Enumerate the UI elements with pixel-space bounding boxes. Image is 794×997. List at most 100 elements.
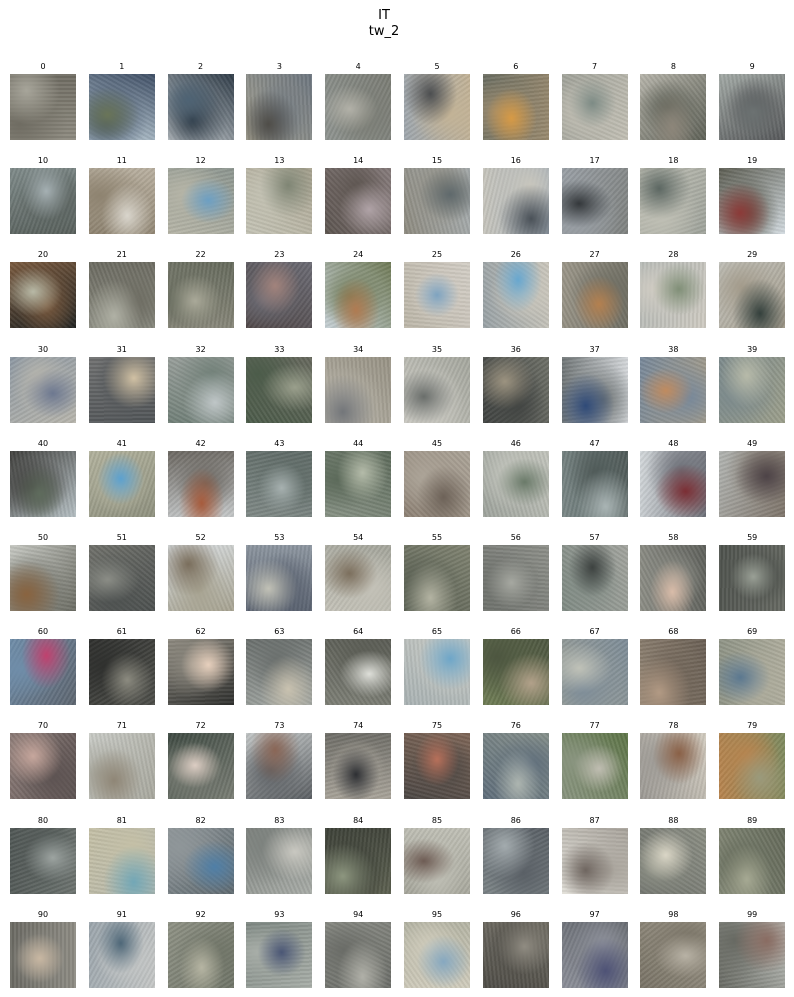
- image-index-label: 42: [195, 438, 206, 448]
- image-index-label: 91: [116, 909, 127, 919]
- image-index-label: 29: [747, 250, 758, 260]
- image-index-label: 5: [434, 62, 440, 71]
- generated-image-thumbnail: [325, 168, 392, 235]
- image-index-label: 71: [116, 721, 127, 731]
- image-index-label: 50: [37, 533, 49, 542]
- image-index-label: 89: [747, 815, 758, 825]
- image-index-label: 85: [431, 815, 443, 825]
- image-index-label: 96: [510, 909, 521, 919]
- thumbnail-texture: [88, 168, 155, 235]
- image-index-label: 52: [195, 533, 206, 542]
- thumbnail-texture: [719, 450, 786, 517]
- image-index-label: 72: [195, 721, 206, 731]
- generated-image-thumbnail: [325, 639, 392, 706]
- image-index-label: 32: [195, 344, 206, 354]
- generated-image-thumbnail: [88, 168, 155, 235]
- generated-image-thumbnail: [167, 168, 234, 235]
- generated-image-thumbnail: [482, 168, 549, 235]
- generated-image-thumbnail: [719, 733, 786, 800]
- thumbnail-texture: [561, 639, 628, 706]
- generated-image-thumbnail: [167, 262, 234, 329]
- thumbnail-texture: [719, 733, 786, 800]
- image-index-label: 48: [668, 438, 679, 448]
- generated-image-thumbnail: [404, 921, 470, 988]
- generated-image-thumbnail: [482, 74, 549, 140]
- generated-image-thumbnail: [246, 356, 313, 423]
- generated-image-thumbnail: [640, 356, 707, 423]
- thumbnail-texture: [325, 921, 392, 988]
- image-index-label: 78: [668, 721, 679, 731]
- image-index-label: 21: [116, 250, 127, 260]
- thumbnail-texture: [640, 639, 707, 706]
- generated-image-thumbnail: [640, 168, 707, 235]
- generated-image-thumbnail: [482, 450, 549, 517]
- image-index-label: 75: [431, 721, 443, 731]
- thumbnail-texture: [325, 74, 392, 140]
- generated-image-thumbnail: [88, 450, 155, 517]
- image-index-label: 86: [510, 815, 521, 825]
- generated-image-thumbnail: [246, 639, 313, 706]
- image-index-label: 34: [353, 344, 364, 354]
- image-index-label: 33: [274, 344, 285, 354]
- generated-image-thumbnail: [88, 262, 155, 329]
- generated-image-thumbnail: [167, 545, 234, 611]
- image-index-label: 92: [195, 909, 206, 919]
- image-index-label: 84: [353, 815, 364, 825]
- thumbnail-texture: [482, 262, 549, 329]
- generated-image-thumbnail: [404, 827, 470, 894]
- generated-image-thumbnail: [640, 733, 707, 800]
- image-index-label: 95: [431, 909, 443, 919]
- generated-image-thumbnail: [719, 356, 786, 423]
- generated-image-thumbnail: [640, 639, 707, 706]
- image-index-label: 38: [668, 344, 679, 354]
- image-index-label: 8: [670, 62, 676, 71]
- image-index-label: 49: [747, 438, 758, 448]
- generated-image-thumbnail: [404, 639, 470, 706]
- thumbnail-texture: [404, 74, 470, 140]
- generated-image-thumbnail: [640, 921, 707, 988]
- thumbnail-texture: [640, 74, 707, 140]
- generated-image-thumbnail: [88, 356, 155, 423]
- image-index-label: 15: [431, 156, 443, 166]
- image-index-label: 4: [355, 62, 361, 71]
- generated-image-thumbnail: [325, 450, 392, 517]
- generated-image-thumbnail: [719, 639, 786, 706]
- thumbnail-texture: [719, 639, 786, 706]
- thumbnail-texture: [10, 733, 76, 800]
- image-index-label: 76: [510, 721, 521, 731]
- generated-image-thumbnail: [404, 545, 470, 611]
- generated-image-thumbnail: [10, 356, 76, 423]
- generated-image-thumbnail: [482, 545, 549, 611]
- generated-image-thumbnail: [325, 827, 392, 894]
- generated-image-thumbnail: [640, 450, 707, 517]
- image-index-label: 51: [116, 533, 127, 542]
- thumbnail-texture: [404, 356, 470, 423]
- thumbnail-texture: [88, 545, 155, 611]
- generated-image-thumbnail: [88, 639, 155, 706]
- thumbnail-texture: [325, 168, 392, 235]
- thumbnail-texture: [10, 545, 76, 611]
- generated-image-thumbnail: [561, 262, 628, 329]
- thumbnail-texture: [167, 74, 234, 140]
- generated-image-thumbnail: [561, 450, 628, 517]
- generated-image-thumbnail: [482, 356, 549, 423]
- thumbnail-texture: [167, 168, 234, 235]
- thumbnail-texture: [561, 450, 628, 517]
- thumbnail-texture: [719, 545, 786, 611]
- thumbnail-texture: [719, 356, 786, 423]
- thumbnail-texture: [88, 262, 155, 329]
- generated-image-thumbnail: [325, 262, 392, 329]
- thumbnail-texture: [88, 639, 155, 706]
- image-index-label: 31: [116, 344, 127, 354]
- image-index-label: 63: [274, 627, 285, 637]
- thumbnail-texture: [246, 168, 313, 235]
- thumbnail-texture: [719, 262, 786, 329]
- thumbnail-texture: [561, 733, 628, 800]
- thumbnail-texture: [167, 639, 234, 706]
- image-index-label: 47: [589, 438, 600, 448]
- thumbnail-texture: [246, 262, 313, 329]
- thumbnail-texture: [482, 921, 549, 988]
- generated-image-thumbnail: [640, 262, 707, 329]
- thumbnail-texture: [167, 733, 234, 800]
- thumbnail-texture: [325, 545, 392, 611]
